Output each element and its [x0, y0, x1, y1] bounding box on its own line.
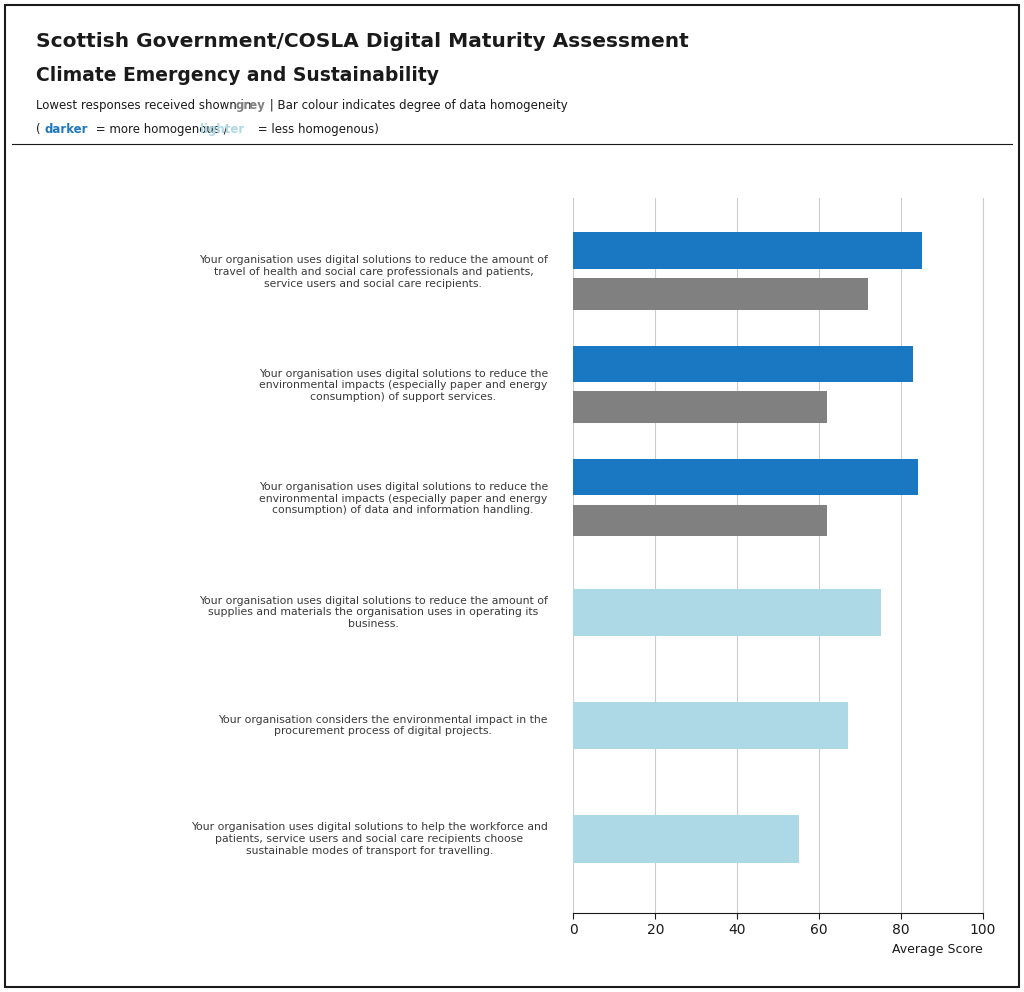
Bar [573, 346, 913, 382]
Bar [573, 815, 799, 862]
Text: Your organisation uses digital solutions to reduce the amount of
travel of healt: Your organisation uses digital solutions… [199, 256, 548, 289]
Text: Your organisation uses digital solutions to help the workforce and
patients, ser: Your organisation uses digital solutions… [190, 822, 548, 855]
Text: Lowest responses received shown in: Lowest responses received shown in [36, 99, 255, 112]
Bar [573, 391, 827, 423]
Text: Your organisation uses digital solutions to reduce the
environmental impacts (es: Your organisation uses digital solutions… [259, 369, 548, 402]
Text: grey: grey [236, 99, 265, 112]
Bar [573, 459, 918, 495]
Text: = less homogenous): = less homogenous) [254, 123, 379, 136]
Text: darker: darker [44, 123, 87, 136]
Bar [573, 278, 868, 310]
Text: Your organisation considers the environmental impact in the
procurement process : Your organisation considers the environm… [218, 715, 548, 736]
Text: Scottish Government/COSLA Digital Maturity Assessment: Scottish Government/COSLA Digital Maturi… [36, 32, 688, 51]
Text: Climate Emergency and Sustainability: Climate Emergency and Sustainability [36, 66, 439, 85]
Text: (: ( [36, 123, 41, 136]
Bar [573, 588, 881, 636]
Text: = more homogenous /: = more homogenous / [92, 123, 231, 136]
X-axis label: Average Score: Average Score [892, 942, 983, 955]
Text: Your organisation uses digital solutions to reduce the amount of
supplies and ma: Your organisation uses digital solutions… [199, 595, 548, 629]
Bar [573, 702, 848, 749]
Bar [573, 505, 827, 537]
Text: Your organisation uses digital solutions to reduce the
environmental impacts (es: Your organisation uses digital solutions… [259, 482, 548, 516]
Bar [573, 232, 922, 269]
Text: lighter: lighter [200, 123, 244, 136]
Text: | Bar colour indicates degree of data homogeneity: | Bar colour indicates degree of data ho… [266, 99, 568, 112]
